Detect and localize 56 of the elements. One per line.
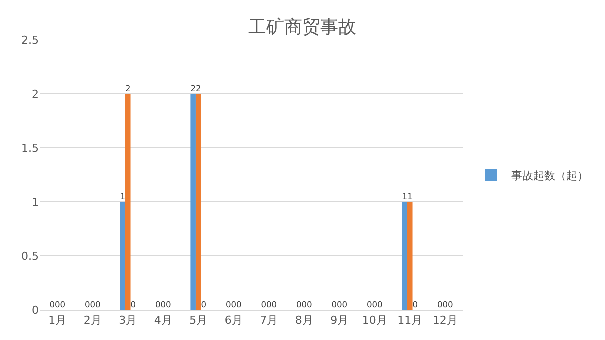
x-tick-label: 3月: [119, 314, 138, 328]
y-tick-label: 0: [32, 304, 39, 317]
data-label: 0: [155, 300, 161, 310]
data-label: 0: [201, 300, 207, 310]
data-label: 0: [84, 300, 90, 310]
x-tick-label: 6月: [224, 314, 243, 328]
data-label: 0: [437, 300, 443, 310]
x-tick-label: 9月: [330, 314, 349, 328]
data-label: 2: [196, 84, 202, 94]
data-label: 0: [378, 300, 383, 310]
legend-label: 事故起数（起）: [511, 169, 588, 182]
data-label: 0: [266, 300, 272, 310]
data-label: 0: [54, 300, 60, 310]
data-label: 0: [96, 300, 101, 310]
data-label: 0: [372, 300, 378, 310]
data-label: 0: [160, 300, 166, 310]
data-label: 1: [407, 192, 413, 202]
data-label: 0: [226, 300, 232, 310]
x-tick-label: 11月: [398, 314, 423, 328]
x-tick-label: 8月: [295, 314, 314, 328]
x-tick-label: 10月: [362, 314, 388, 328]
data-label: 0: [236, 300, 242, 310]
data-label: 0: [307, 300, 312, 310]
x-tick-label: 4月: [154, 314, 172, 328]
data-label: 0: [302, 300, 308, 310]
data-label: 0: [342, 300, 348, 310]
x-tick-label: 1月: [48, 314, 67, 328]
data-label: 1: [120, 192, 126, 202]
data-label: 0: [60, 300, 66, 310]
chart-title: 工矿商贸事故: [248, 17, 356, 38]
x-tick-label: 12月: [432, 314, 458, 328]
data-label: 0: [261, 300, 266, 310]
data-label: 2: [125, 84, 131, 94]
data-label: 0: [336, 300, 342, 310]
data-label: 0: [166, 300, 172, 310]
data-label: 1: [402, 192, 408, 202]
x-tick-label: 2月: [84, 314, 102, 328]
y-tick-label: 1.5: [22, 142, 39, 155]
x-tick-label: 5月: [190, 314, 208, 328]
data-label: 0: [448, 300, 454, 310]
data-label: 0: [50, 300, 55, 310]
y-tick-label: 2.5: [22, 34, 39, 47]
data-label: 0: [366, 300, 372, 310]
data-label: 2: [190, 84, 196, 94]
data-label: 0: [272, 300, 278, 310]
x-tick-label: 7月: [260, 314, 278, 328]
data-label: 0: [332, 300, 337, 310]
data-label: 0: [231, 300, 237, 310]
data-label: 0: [90, 300, 96, 310]
data-label: 0: [130, 300, 136, 310]
y-tick-label: 0.5: [22, 250, 39, 263]
data-label: 0: [412, 300, 418, 310]
data-label: 0: [296, 300, 302, 310]
data-label: 0: [442, 300, 448, 310]
y-tick-label: 1: [32, 196, 39, 209]
y-tick-label: 2: [32, 88, 39, 101]
